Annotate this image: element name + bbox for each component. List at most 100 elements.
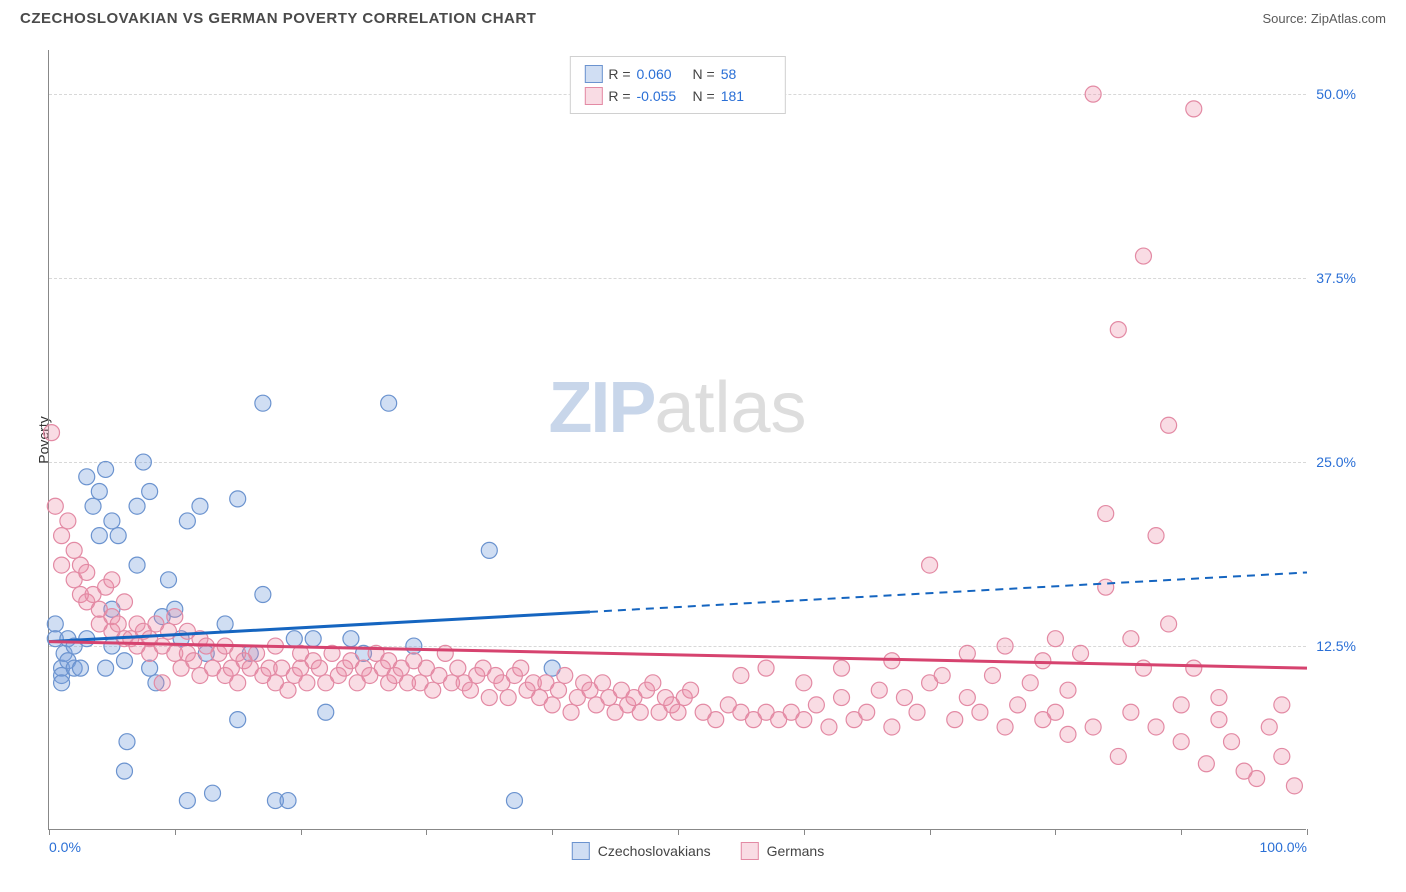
- y-tick-label: 12.5%: [1316, 638, 1356, 654]
- data-point: [1060, 726, 1076, 742]
- data-point: [230, 675, 246, 691]
- data-point: [450, 660, 466, 676]
- data-point: [255, 587, 271, 603]
- data-point: [1211, 712, 1227, 728]
- legend-item: Czechoslovakians: [572, 842, 711, 860]
- data-point: [318, 704, 334, 720]
- data-point: [481, 690, 497, 706]
- data-point: [1274, 748, 1290, 764]
- data-point: [116, 763, 132, 779]
- data-point: [154, 675, 170, 691]
- stats-row: R =-0.055N =181: [584, 85, 770, 107]
- data-point: [161, 623, 177, 639]
- data-point: [1173, 697, 1189, 713]
- data-point: [47, 616, 63, 632]
- data-point: [1249, 770, 1265, 786]
- data-point: [129, 498, 145, 514]
- data-point: [985, 667, 1001, 683]
- x-tick: [930, 829, 931, 835]
- data-point: [85, 498, 101, 514]
- data-point: [544, 697, 560, 713]
- legend-swatch: [572, 842, 590, 860]
- data-point: [343, 631, 359, 647]
- data-point: [54, 528, 70, 544]
- scatter-svg: [49, 50, 1307, 830]
- legend-label: Germans: [767, 843, 825, 859]
- data-point: [1135, 248, 1151, 264]
- data-point: [1148, 719, 1164, 735]
- legend-swatch: [584, 65, 602, 83]
- legend-swatch: [741, 842, 759, 860]
- data-point: [834, 690, 850, 706]
- x-tick-label: 100.0%: [1260, 839, 1307, 855]
- data-point: [595, 675, 611, 691]
- data-point: [179, 793, 195, 809]
- data-point: [1047, 704, 1063, 720]
- data-point: [1186, 101, 1202, 117]
- data-point: [1198, 756, 1214, 772]
- stats-row: R =0.060N =58: [584, 63, 770, 85]
- y-tick-label: 25.0%: [1316, 454, 1356, 470]
- data-point: [1098, 506, 1114, 522]
- data-point: [179, 513, 195, 529]
- x-tick: [1055, 829, 1056, 835]
- data-point: [135, 454, 151, 470]
- data-point: [305, 631, 321, 647]
- data-point: [1110, 322, 1126, 338]
- data-point: [98, 660, 114, 676]
- series-legend: Czechoslovakians Germans: [572, 842, 824, 860]
- data-point: [557, 667, 573, 683]
- r-label: R =: [608, 66, 630, 82]
- data-point: [60, 513, 76, 529]
- r-value: 0.060: [637, 66, 687, 82]
- data-point: [311, 660, 327, 676]
- chart-title: CZECHOSLOVAKIAN VS GERMAN POVERTY CORREL…: [20, 10, 536, 27]
- data-point: [230, 712, 246, 728]
- data-point: [645, 675, 661, 691]
- data-point: [54, 675, 70, 691]
- x-tick: [678, 829, 679, 835]
- data-point: [1110, 748, 1126, 764]
- data-point: [1085, 719, 1101, 735]
- data-point: [972, 704, 988, 720]
- data-point: [129, 557, 145, 573]
- r-value: -0.055: [637, 88, 687, 104]
- data-point: [286, 631, 302, 647]
- data-point: [110, 528, 126, 544]
- x-tick: [552, 829, 553, 835]
- data-point: [119, 734, 135, 750]
- data-point: [192, 498, 208, 514]
- data-point: [1261, 719, 1277, 735]
- data-point: [808, 697, 824, 713]
- data-point: [104, 572, 120, 588]
- stats-legend-box: R =0.060N =58R =-0.055N =181: [569, 56, 785, 114]
- data-point: [217, 616, 233, 632]
- data-point: [1010, 697, 1026, 713]
- data-point: [1211, 690, 1227, 706]
- data-point: [142, 660, 158, 676]
- data-point: [91, 528, 107, 544]
- data-point: [116, 653, 132, 669]
- data-point: [1123, 704, 1139, 720]
- data-point: [934, 667, 950, 683]
- data-point: [462, 682, 478, 698]
- chart-container: Poverty ZIPatlas 12.5%25.0%37.5%50.0% R …: [48, 50, 1348, 830]
- legend-swatch: [584, 87, 602, 105]
- data-point: [205, 785, 221, 801]
- x-tick: [49, 829, 50, 835]
- data-point: [997, 719, 1013, 735]
- data-point: [959, 690, 975, 706]
- legend-item: Germans: [741, 842, 825, 860]
- data-point: [1135, 660, 1151, 676]
- data-point: [796, 712, 812, 728]
- x-tick: [175, 829, 176, 835]
- data-point: [1060, 682, 1076, 698]
- source-link[interactable]: ZipAtlas.com: [1311, 11, 1386, 26]
- data-point: [1123, 631, 1139, 647]
- data-point: [299, 675, 315, 691]
- data-point: [54, 557, 70, 573]
- data-point: [1073, 645, 1089, 661]
- data-point: [670, 704, 686, 720]
- data-point: [1148, 528, 1164, 544]
- data-point: [733, 667, 749, 683]
